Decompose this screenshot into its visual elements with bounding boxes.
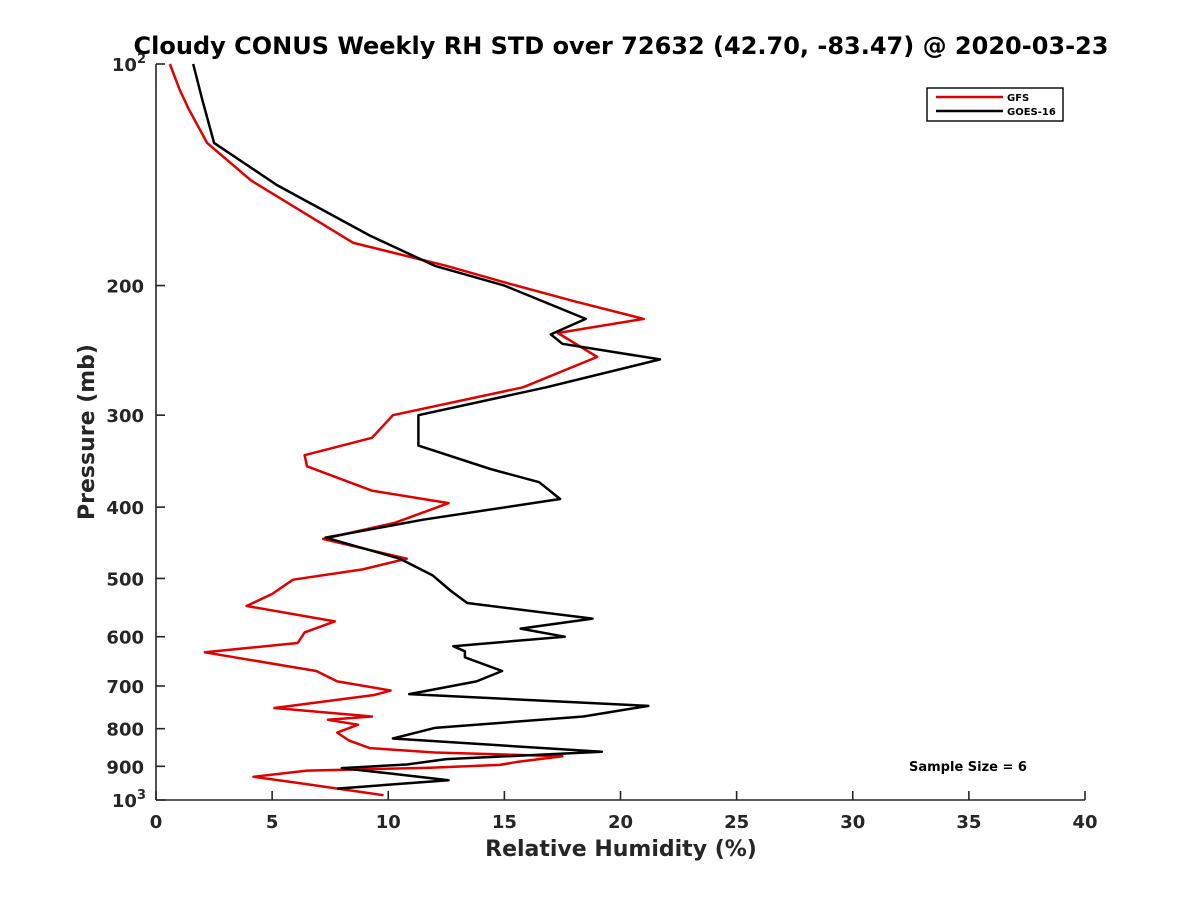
x-tick-label: 25: [724, 812, 749, 833]
y-tick-label: 700: [106, 677, 144, 698]
sample-size-annotation: Sample Size = 6: [909, 760, 1027, 775]
y-tick-label: 103: [112, 788, 146, 812]
x-axis-label: Relative Humidity (%): [485, 837, 757, 862]
x-tick-label: 5: [266, 812, 279, 833]
series-line-gfs: [168, 63, 645, 797]
y-tick-label: 800: [106, 720, 144, 741]
y-tick-label: 900: [106, 757, 144, 778]
y-tick-label: 300: [106, 406, 144, 427]
x-tick-label: 40: [1072, 812, 1097, 833]
legend: GFS GOES-16: [926, 87, 1064, 122]
legend-box: [926, 87, 1064, 122]
x-tick-label: 35: [956, 812, 981, 833]
y-tick-label: 102: [112, 52, 146, 76]
series-layer: [168, 63, 662, 797]
x-tick-label: 20: [608, 812, 633, 833]
legend-label-gfs: GFS: [1007, 93, 1029, 104]
y-tick-label: 600: [106, 628, 144, 649]
y-tick-label: 400: [106, 498, 144, 519]
series-line-goes16: [191, 63, 662, 790]
y-ticks: 102 200 300 400 500 600 700 800 900 103: [106, 52, 165, 812]
x-tick-label: 30: [840, 812, 865, 833]
x-tick-label: 0: [150, 812, 163, 833]
x-ticks: 0 5 10 15 20 25 30 35 40: [150, 791, 1098, 833]
y-tick-label: 200: [106, 277, 144, 298]
y-axis-label: Pressure (mb): [75, 344, 100, 520]
legend-label-goes16: GOES-16: [1007, 107, 1056, 118]
chart-title: Cloudy CONUS Weekly RH STD over 72632 (4…: [134, 32, 1109, 60]
x-tick-label: 10: [376, 812, 401, 833]
y-tick-label: 500: [106, 569, 144, 590]
x-tick-label: 15: [492, 812, 517, 833]
